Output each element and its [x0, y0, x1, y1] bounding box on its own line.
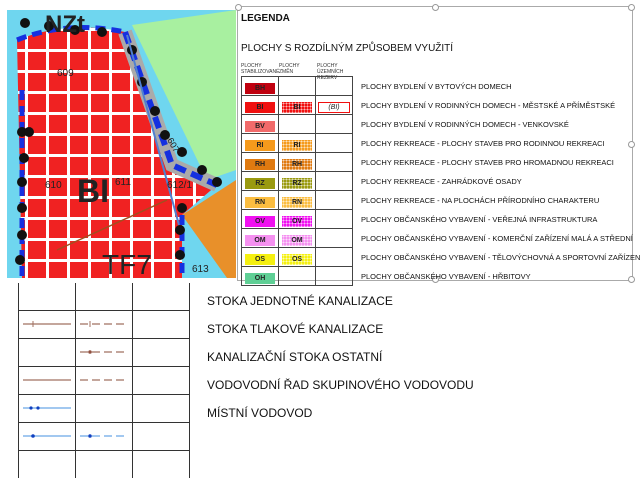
legend-panel[interactable]: LEGENDA PLOCHY S ROZDÍLNÝM ZPŮSOBEM VYUŽ… [235, 4, 640, 286]
legend-row-label: PLOCHY OBČANSKÉHO VYBAVENÍ - VEŘEJNÁ INF… [361, 215, 598, 224]
legend-row: OV OV [241, 209, 353, 229]
resize-handle[interactable] [628, 276, 635, 283]
swatch-reserve: (BI) [318, 102, 350, 113]
bi-area [17, 27, 217, 278]
parcel-label: 613 [192, 264, 209, 275]
network-row [18, 310, 190, 339]
swatch-stabilized: OV [245, 216, 275, 227]
swatch-stabilized: RI [245, 140, 275, 151]
legend-subtitle: PLOCHY S ROZDÍLNÝM ZPŮSOBEM VYUŽITÍ [241, 43, 454, 54]
boundary-line [122, 31, 219, 188]
boundary-dots [15, 18, 222, 265]
legend-table: BH BI BI (BI) BV RI RI RH RH RZ RZ RN RN OV OV OM OM OS OS… [241, 76, 353, 286]
line-symbol-icon [80, 378, 128, 381]
green-area [132, 10, 236, 180]
swatch-stabilized: BH [245, 83, 275, 94]
resize-handle[interactable] [235, 4, 242, 11]
swatch-change: OV [282, 216, 312, 227]
legend-row: RI RI [241, 133, 353, 153]
swatch-stabilized: OS [245, 254, 275, 265]
legend-row-label: PLOCHY OBČANSKÉHO VYBAVENÍ - TĚLOVÝCHOVN… [361, 253, 640, 262]
parcel-label: 610 [45, 180, 62, 191]
resize-handle[interactable] [432, 276, 439, 283]
line-symbol-icon [80, 433, 128, 438]
map-view[interactable]: BI TF7 NZt 609 610 611 612/1 607 613 [7, 10, 236, 278]
network-row-label: MÍSTNÍ VODOVOD [207, 406, 313, 420]
legend-row: RN RN [241, 190, 353, 210]
network-row [18, 394, 190, 423]
resize-handle[interactable] [432, 4, 439, 11]
network-row [18, 338, 190, 367]
legend-row: OH [241, 266, 353, 286]
legend-row: RZ RZ [241, 171, 353, 191]
legend-row: BI BI (BI) [241, 95, 353, 115]
network-row-label: KANALIZAČNÍ STOKA OSTATNÍ [207, 350, 383, 364]
swatch-change: RN [282, 197, 312, 208]
legend-row-label: PLOCHY OBČANSKÉHO VYBAVENÍ - HŘBITOVY [361, 272, 531, 281]
network-row-label: STOKA TLAKOVÉ KANALIZACE [207, 322, 384, 336]
line-symbol-icon [23, 378, 71, 381]
legend-row: BV [241, 114, 353, 134]
column-header: PLOCHY ZMĚN [279, 63, 300, 75]
network-row [18, 366, 190, 395]
swatch-stabilized: OH [245, 273, 275, 284]
parcel-label: 612/1 [167, 180, 192, 191]
legend-row: BH [241, 76, 353, 96]
network-row-label: VODOVODNÍ ŘAD SKUPINOVÉHO VODOVODU [207, 378, 474, 392]
legend-row-label: PLOCHY REKREACE - PLOCHY STAVEB PRO RODI… [361, 139, 605, 148]
legend-row: OM OM [241, 228, 353, 248]
line-symbol-icon [23, 320, 71, 327]
column-header: PLOCHY STABILIZOVANÉ [241, 63, 280, 75]
swatch-stabilized: RN [245, 197, 275, 208]
legend-row-label: PLOCHY BYDLENÍ V RODINNÝCH DOMECH - VENK… [361, 120, 569, 129]
swatch-change: OS [282, 254, 312, 265]
legend-row-label: PLOCHY REKREACE - ZAHRÁDKOVÉ OSADY [361, 177, 522, 186]
legend-row: OS OS [241, 247, 353, 267]
legend-row-label: PLOCHY BYDLENÍ V RODINNÝCH DOMECH - MĚST… [361, 101, 616, 110]
swatch-change: RI [282, 140, 312, 151]
legend-title: LEGENDA [241, 13, 290, 24]
boundary-line [16, 25, 185, 278]
legend-row-label: PLOCHY REKREACE - NA PLOCHÁCH PŘÍRODNÍHO… [361, 196, 600, 205]
network-row-label: STOKA JEDNOTNÉ KANALIZACE [207, 294, 393, 308]
legend-row: RH RH [241, 152, 353, 172]
parcel-label: 609 [57, 68, 74, 79]
resize-handle[interactable] [628, 4, 635, 11]
water-line [126, 34, 180, 226]
line-symbol-icon [23, 433, 71, 438]
swatch-stabilized: BI [245, 102, 275, 113]
line-symbol-icon [80, 320, 128, 327]
swatch-change: RH [282, 159, 312, 170]
orange-area [182, 180, 236, 278]
network-legend-table [18, 283, 190, 478]
map-label-top: NZt [45, 11, 85, 38]
swatch-stabilized: RZ [245, 178, 275, 189]
resize-handle[interactable] [628, 141, 635, 148]
legend-row-label: PLOCHY REKREACE - PLOCHY STAVEB PRO HROM… [361, 158, 614, 167]
network-row [18, 422, 190, 451]
line-symbol-icon [80, 349, 128, 354]
parcel-label: 611 [115, 177, 131, 188]
swatch-change: BI [282, 102, 312, 113]
legend-row-label: PLOCHY BYDLENÍ V BYTOVÝCH DOMECH [361, 82, 512, 91]
sewer-line [56, 199, 168, 251]
line-symbol-icon [23, 405, 71, 410]
map-label-zone: BI [77, 173, 109, 209]
swatch-change: RZ [282, 178, 312, 189]
swatch-stabilized: BV [245, 121, 275, 132]
legend-row-label: PLOCHY OBČANSKÉHO VYBAVENÍ - KOMERČNÍ ZA… [361, 234, 633, 243]
swatch-stabilized: OM [245, 235, 275, 246]
map-label-zone2: TF7 [102, 249, 152, 278]
swatch-change: OM [282, 235, 312, 246]
swatch-stabilized: RH [245, 159, 275, 170]
